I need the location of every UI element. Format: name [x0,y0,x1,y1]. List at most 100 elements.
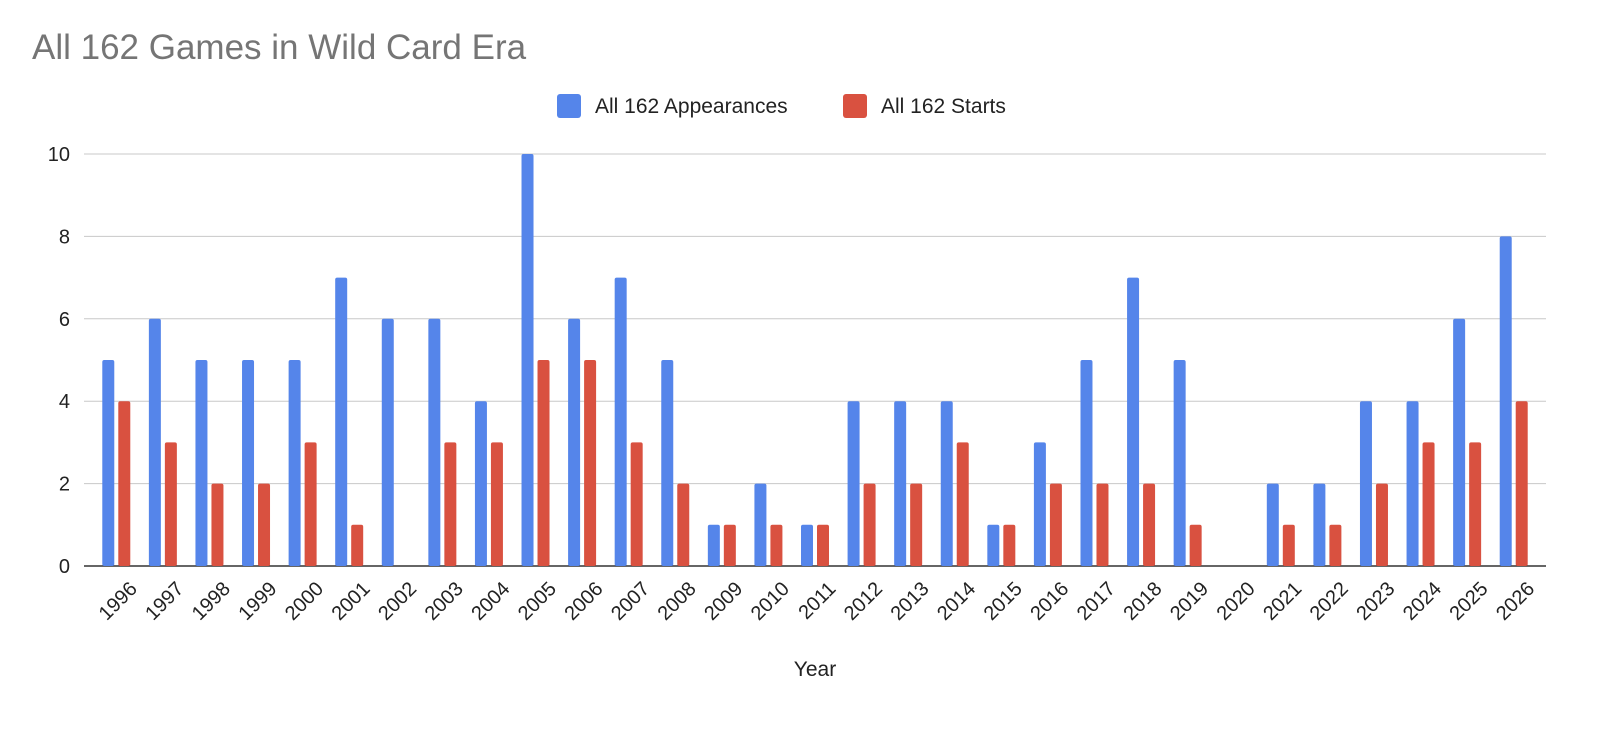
bar-appearances [335,277,348,566]
gridlines [84,153,1546,567]
bar-appearances [242,360,255,566]
bar-appearances [1173,360,1186,566]
bar-starts [304,442,317,566]
bar-appearances [940,401,953,566]
bar-starts [537,360,550,566]
x-tick-label: 2011 [794,578,840,624]
bar-starts [723,524,736,566]
x-tick-label: 2002 [374,578,421,625]
bar-appearances [1406,401,1419,566]
bar-appearances [614,277,627,566]
x-tick-label: 2021 [1259,578,1306,625]
y-tick-label: 0 [59,556,70,578]
y-tick-label: 8 [59,226,70,248]
x-tick-label: 2008 [654,578,701,625]
bar-appearances [1359,401,1372,566]
bar-appearances [1453,318,1466,566]
legend-swatch [557,94,581,118]
x-tick-label: 2023 [1352,578,1399,625]
chart-title: All 162 Games in Wild Card Era [32,28,527,67]
bar-starts [1189,524,1202,566]
bar-starts [1375,483,1388,566]
bar-appearances [754,483,767,566]
bar-starts [118,401,131,566]
bar-starts [956,442,969,566]
y-tick-label: 4 [59,391,70,413]
x-axis-label: Year [794,658,836,681]
bar-appearances [1127,277,1140,566]
bar-appearances [801,524,813,566]
x-tick-label: 2022 [1306,578,1353,625]
bar-starts [1049,483,1062,566]
y-tick-label: 6 [59,309,70,331]
bar-appearances [1080,360,1093,566]
bar-starts [770,524,783,566]
bar-appearances [661,360,674,566]
x-tick-label: 2007 [607,578,654,625]
bar-starts [1003,524,1016,566]
bar-starts [1422,442,1435,566]
x-tick-label: 2024 [1399,578,1446,625]
bar-starts [910,483,923,566]
x-tick-label: 2004 [467,578,514,625]
bar-starts [351,524,364,566]
x-tick-label: 2020 [1213,578,1260,625]
bar-starts [584,360,597,566]
bar-starts [490,442,503,566]
x-tick-label: 2003 [421,578,468,625]
legend-swatch [843,94,867,118]
bar-appearances [847,401,860,566]
y-tick-label: 10 [48,144,70,166]
bar-appearances [894,401,907,566]
x-tick-label: 2014 [933,578,980,625]
y-tick-label: 2 [59,474,70,496]
x-tick-label: 2025 [1446,578,1493,625]
x-tick-label: 1999 [234,578,281,625]
x-tick-label: 2018 [1119,578,1166,625]
bar-starts [1469,442,1482,566]
x-tick-label: 2006 [561,578,608,625]
x-tick-label: 2017 [1073,578,1120,625]
bar-appearances [102,360,115,566]
bar-appearances [1499,236,1512,566]
bar-appearances [428,318,441,566]
bar-starts [817,524,829,566]
bar-appearances [1266,483,1279,566]
bar-appearances [474,401,487,566]
x-tick-label: 1997 [141,578,188,625]
x-tick-label: 2005 [514,578,561,625]
legend: All 162 Appearances All 162 Starts [557,94,1006,118]
x-tick-label: 2013 [887,578,934,625]
x-tick-label: 1996 [95,578,142,625]
bar-starts [444,442,457,566]
x-tick-label: 2001 [328,578,375,625]
bar-appearances [521,154,534,566]
x-tick-label: 1998 [188,578,235,625]
x-axis-ticks: 1996 1997 1998 1999 2000 2001 2002 2003 2004 2005… [95,578,1539,625]
x-tick-label: 2012 [840,578,887,625]
x-tick-label: 2019 [1166,578,1213,625]
legend-label: All 162 Starts [881,95,1006,118]
x-tick-label: 2009 [700,578,747,625]
legend-label: All 162 Appearances [595,95,788,118]
bar-starts [1515,401,1528,566]
bar-starts [863,483,876,566]
bar-starts [677,483,690,566]
bar-starts [1282,524,1295,566]
bar-starts [630,442,643,566]
y-axis-ticks: 0 2 4 6 8 10 [48,144,70,578]
bar-appearances [1033,442,1046,566]
bar-starts [1096,483,1109,566]
bar-starts [1329,524,1342,566]
bar-appearances [195,360,208,566]
x-tick-label: 2010 [747,578,794,625]
bar-appearances [568,318,581,566]
bar-appearances [1313,483,1326,566]
bar-starts [164,442,177,566]
bar-starts [211,483,224,566]
bar-appearances [148,318,161,566]
bar-appearances [288,360,301,566]
bar-appearances [707,524,720,566]
bar-appearances [381,318,394,566]
